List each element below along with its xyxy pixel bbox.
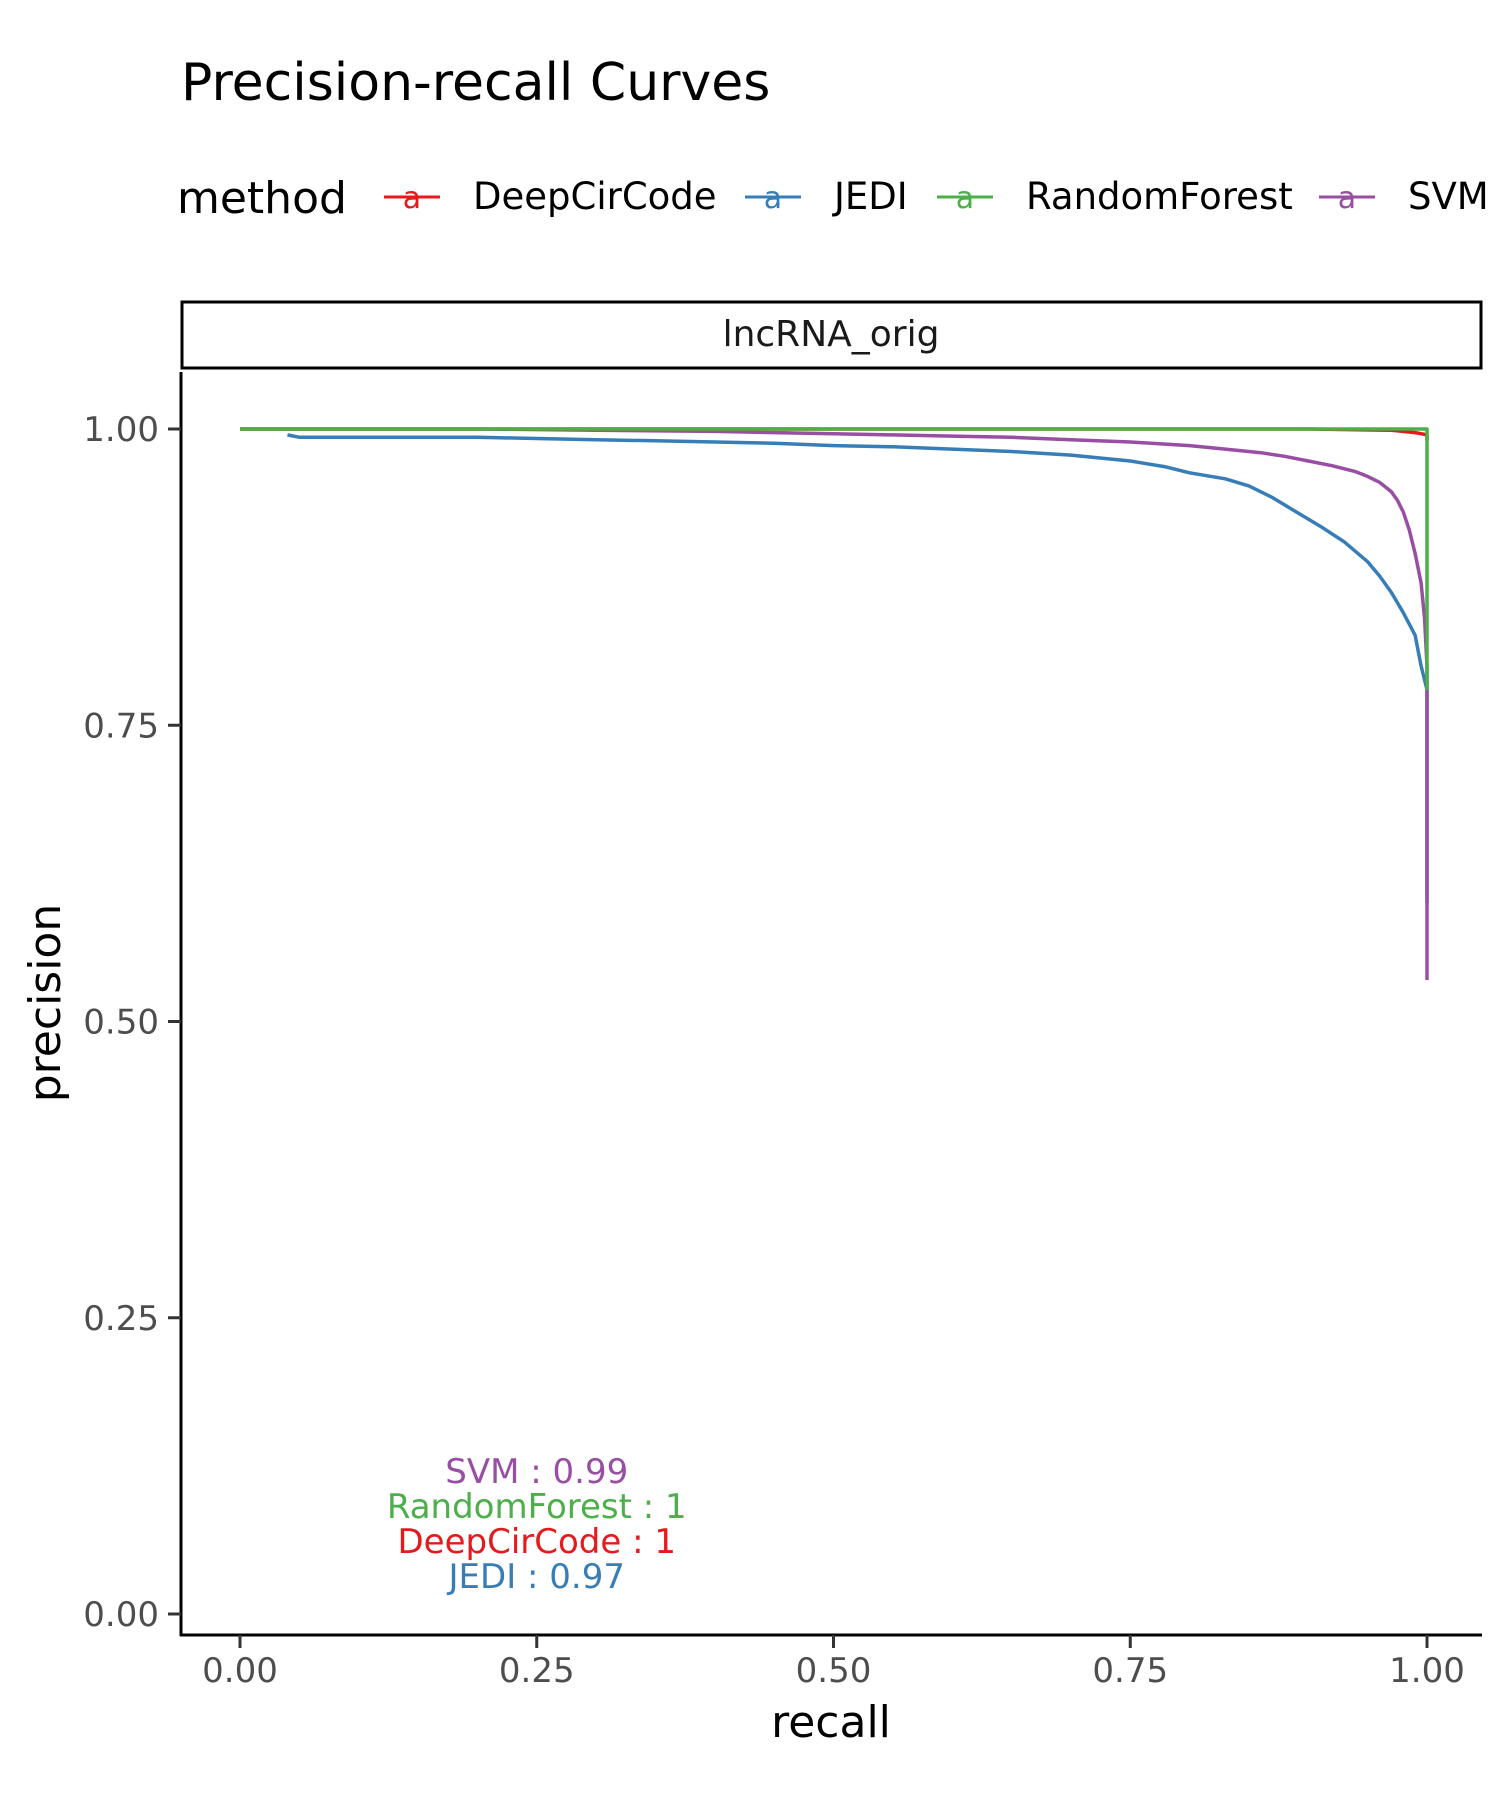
x-tick-label: 0.00 xyxy=(202,1651,278,1691)
legend-label: JEDI xyxy=(832,175,908,218)
auc-annotation: JEDI : 0.97 xyxy=(447,1557,626,1597)
y-axis-title: precision xyxy=(20,904,71,1103)
y-tick-label: 0.50 xyxy=(83,1003,159,1043)
series-line-randomforest xyxy=(240,427,1429,690)
y-tick-label: 0.25 xyxy=(83,1299,159,1339)
legend-key-glyph: a xyxy=(764,181,782,216)
legend-key-glyph: a xyxy=(956,181,974,216)
legend-title: method xyxy=(177,173,347,224)
auc-annotation: DeepCirCode : 1 xyxy=(397,1522,676,1562)
chart-title: Precision-recall Curves xyxy=(181,53,770,113)
y-tick-label: 0.00 xyxy=(83,1595,159,1635)
x-axis-title: recall xyxy=(771,1697,891,1748)
y-tick-label: 1.00 xyxy=(83,410,159,450)
x-tick-label: 0.25 xyxy=(499,1651,575,1691)
x-tick-label: 1.00 xyxy=(1389,1651,1465,1691)
auc-annotation: SVM : 0.99 xyxy=(445,1452,628,1492)
series-line-svm xyxy=(240,427,1429,980)
legend-item-svm: a SVM xyxy=(1319,175,1489,218)
legend: method a DeepCirCode a JEDI a RandomForest a SV… xyxy=(177,173,1489,224)
y-tick-label: 0.75 xyxy=(83,706,159,746)
auc-annotation: RandomForest : 1 xyxy=(387,1487,687,1527)
plot-area: 0.00 0.25 0.50 0.75 1.00 0.00 0.25 0.50 0.75 1.0… xyxy=(83,372,1482,1691)
x-tick-label: 0.75 xyxy=(1092,1651,1168,1691)
legend-item-deepcircode: a DeepCirCode xyxy=(384,175,717,218)
legend-label: RandomForest xyxy=(1026,175,1293,218)
x-tick-label: 0.50 xyxy=(796,1651,872,1691)
legend-item-jedi: a JEDI xyxy=(745,175,908,218)
series-line-jedi xyxy=(287,433,1429,903)
legend-label: DeepCirCode xyxy=(473,175,717,218)
legend-key-glyph: a xyxy=(403,181,421,216)
legend-key-glyph: a xyxy=(1338,181,1356,216)
facet-strip-label: lncRNA_orig xyxy=(723,314,940,355)
facet-strip-box xyxy=(180,300,1483,370)
facet-strip: lncRNA_orig xyxy=(180,300,1483,370)
legend-label: SVM xyxy=(1408,175,1489,218)
legend-item-randomforest: a RandomForest xyxy=(937,175,1293,218)
